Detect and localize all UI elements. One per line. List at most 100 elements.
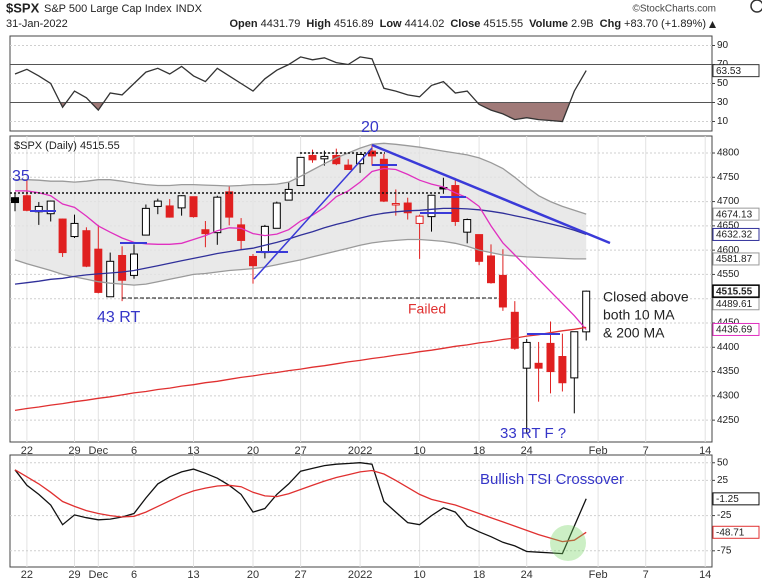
candle-body [427,194,436,218]
highlight [550,525,586,561]
candle-body [284,188,293,201]
candle-body [451,185,460,222]
x-tick-label: 13 [187,569,199,581]
y-tick-label: 4800 [717,148,740,159]
candle-body [344,164,353,171]
series-line [14,469,587,543]
candle-body [260,225,269,254]
panel [9,454,713,568]
x-tick-label: Feb [589,445,608,457]
y-tick-label: 25 [717,475,729,486]
drawings [10,143,611,561]
candle-body [153,200,162,207]
x-tick-label: 2022 [348,569,372,581]
candle-body [379,158,388,202]
candle-body [213,196,222,234]
trend-line [253,147,373,280]
plot: 103050709063.532229Dec61320272022101824F… [9,35,760,581]
candle-body [70,222,79,238]
value-box [712,322,760,336]
value-box [712,227,760,241]
candle-body [58,218,67,254]
value-box-label: 4515.55 [716,286,753,297]
series-line [14,326,587,412]
candle-body [130,253,138,276]
candle-body [225,191,234,218]
quote-label: Low [380,18,402,30]
x-tick-label: 13 [187,445,199,457]
y-tick-label: 50 [717,78,729,89]
x-tick-label: 18 [473,569,485,581]
quote-value: 4431.79 [261,18,301,30]
series-line [15,167,587,330]
x-tick-label: Dec [89,445,109,457]
annotation: 33 RT F ? [500,425,566,442]
x-tick-label: 6 [131,569,137,581]
candle-body [534,362,543,369]
candle-body [308,154,317,161]
y-tick-label: 4350 [717,366,740,377]
candle-body [165,205,174,218]
value-box [712,207,760,221]
quote-value: 4516.89 [334,18,374,30]
quote-value: +83.70 (+1.89%) [624,18,706,30]
candle-body [510,311,519,349]
candle-body [141,207,150,236]
value-box [712,252,760,266]
candle-body [391,203,400,206]
candle-body [522,341,531,369]
candle-body [201,229,210,235]
candle-body [570,331,579,379]
annotation: & 200 MA [603,325,665,341]
candle-body [46,200,55,215]
icon[interactable] [750,0,762,13]
candle-body [11,197,19,204]
series-line [14,238,587,286]
value-box-label: 4632.32 [716,230,753,241]
value-box-label: 4436.69 [716,325,753,336]
value-box-label: -1.25 [716,494,739,505]
annotation: Failed [408,301,446,317]
x-tick-label: 27 [294,569,306,581]
x-tick-label: 18 [473,445,485,457]
quote: Open 4431.79 High 4516.89 Low 4414.02 Close 451… [229,18,706,30]
annotation: 20 [361,119,379,136]
candle-body [498,274,507,308]
candle-body [415,215,424,224]
value-box-label: -48.71 [716,527,745,538]
x-tick-label: 14 [699,569,711,581]
candle-body [189,196,198,218]
exchange: INDX [176,3,203,15]
annotation: 43 RT [97,309,141,326]
x-tick-label: 10 [413,569,425,581]
x-tick-label: 29 [68,569,80,581]
x-tick-label: 6 [131,445,137,457]
y-tick-label: -25 [717,510,732,521]
quote-value: 2.9B [571,18,594,30]
series-line [14,207,587,285]
quote-label: Chg [600,18,621,30]
candle-body [475,234,484,262]
x-tick-label: 27 [294,445,306,457]
candle-body [403,202,412,214]
annotation: Closed above [603,289,689,305]
annotation: both 10 MA [603,307,675,323]
x-tick-label: 20 [247,445,259,457]
x-tick-label: Dec [89,569,109,581]
name: S&P 500 Large Cap Index [44,3,172,15]
value-box-label: 63.53 [716,66,741,77]
x-tick-label: 2022 [348,445,372,457]
x-tick-label: 14 [699,445,711,457]
value-box-label: 4581.87 [716,254,753,265]
quote-value: 4515.55 [483,18,523,30]
source: ©StockCharts.com [632,4,716,15]
y-tick-label: 4700 [717,196,740,207]
value-box-label: 4674.13 [716,209,753,220]
candle-body [582,290,591,333]
y-tick-label: 4300 [717,390,740,401]
y-tick-label: 4400 [717,342,740,353]
index-name: S&P 500 Large Cap Index INDX [44,3,203,15]
candle-body [487,255,495,284]
candle-body [82,230,91,267]
